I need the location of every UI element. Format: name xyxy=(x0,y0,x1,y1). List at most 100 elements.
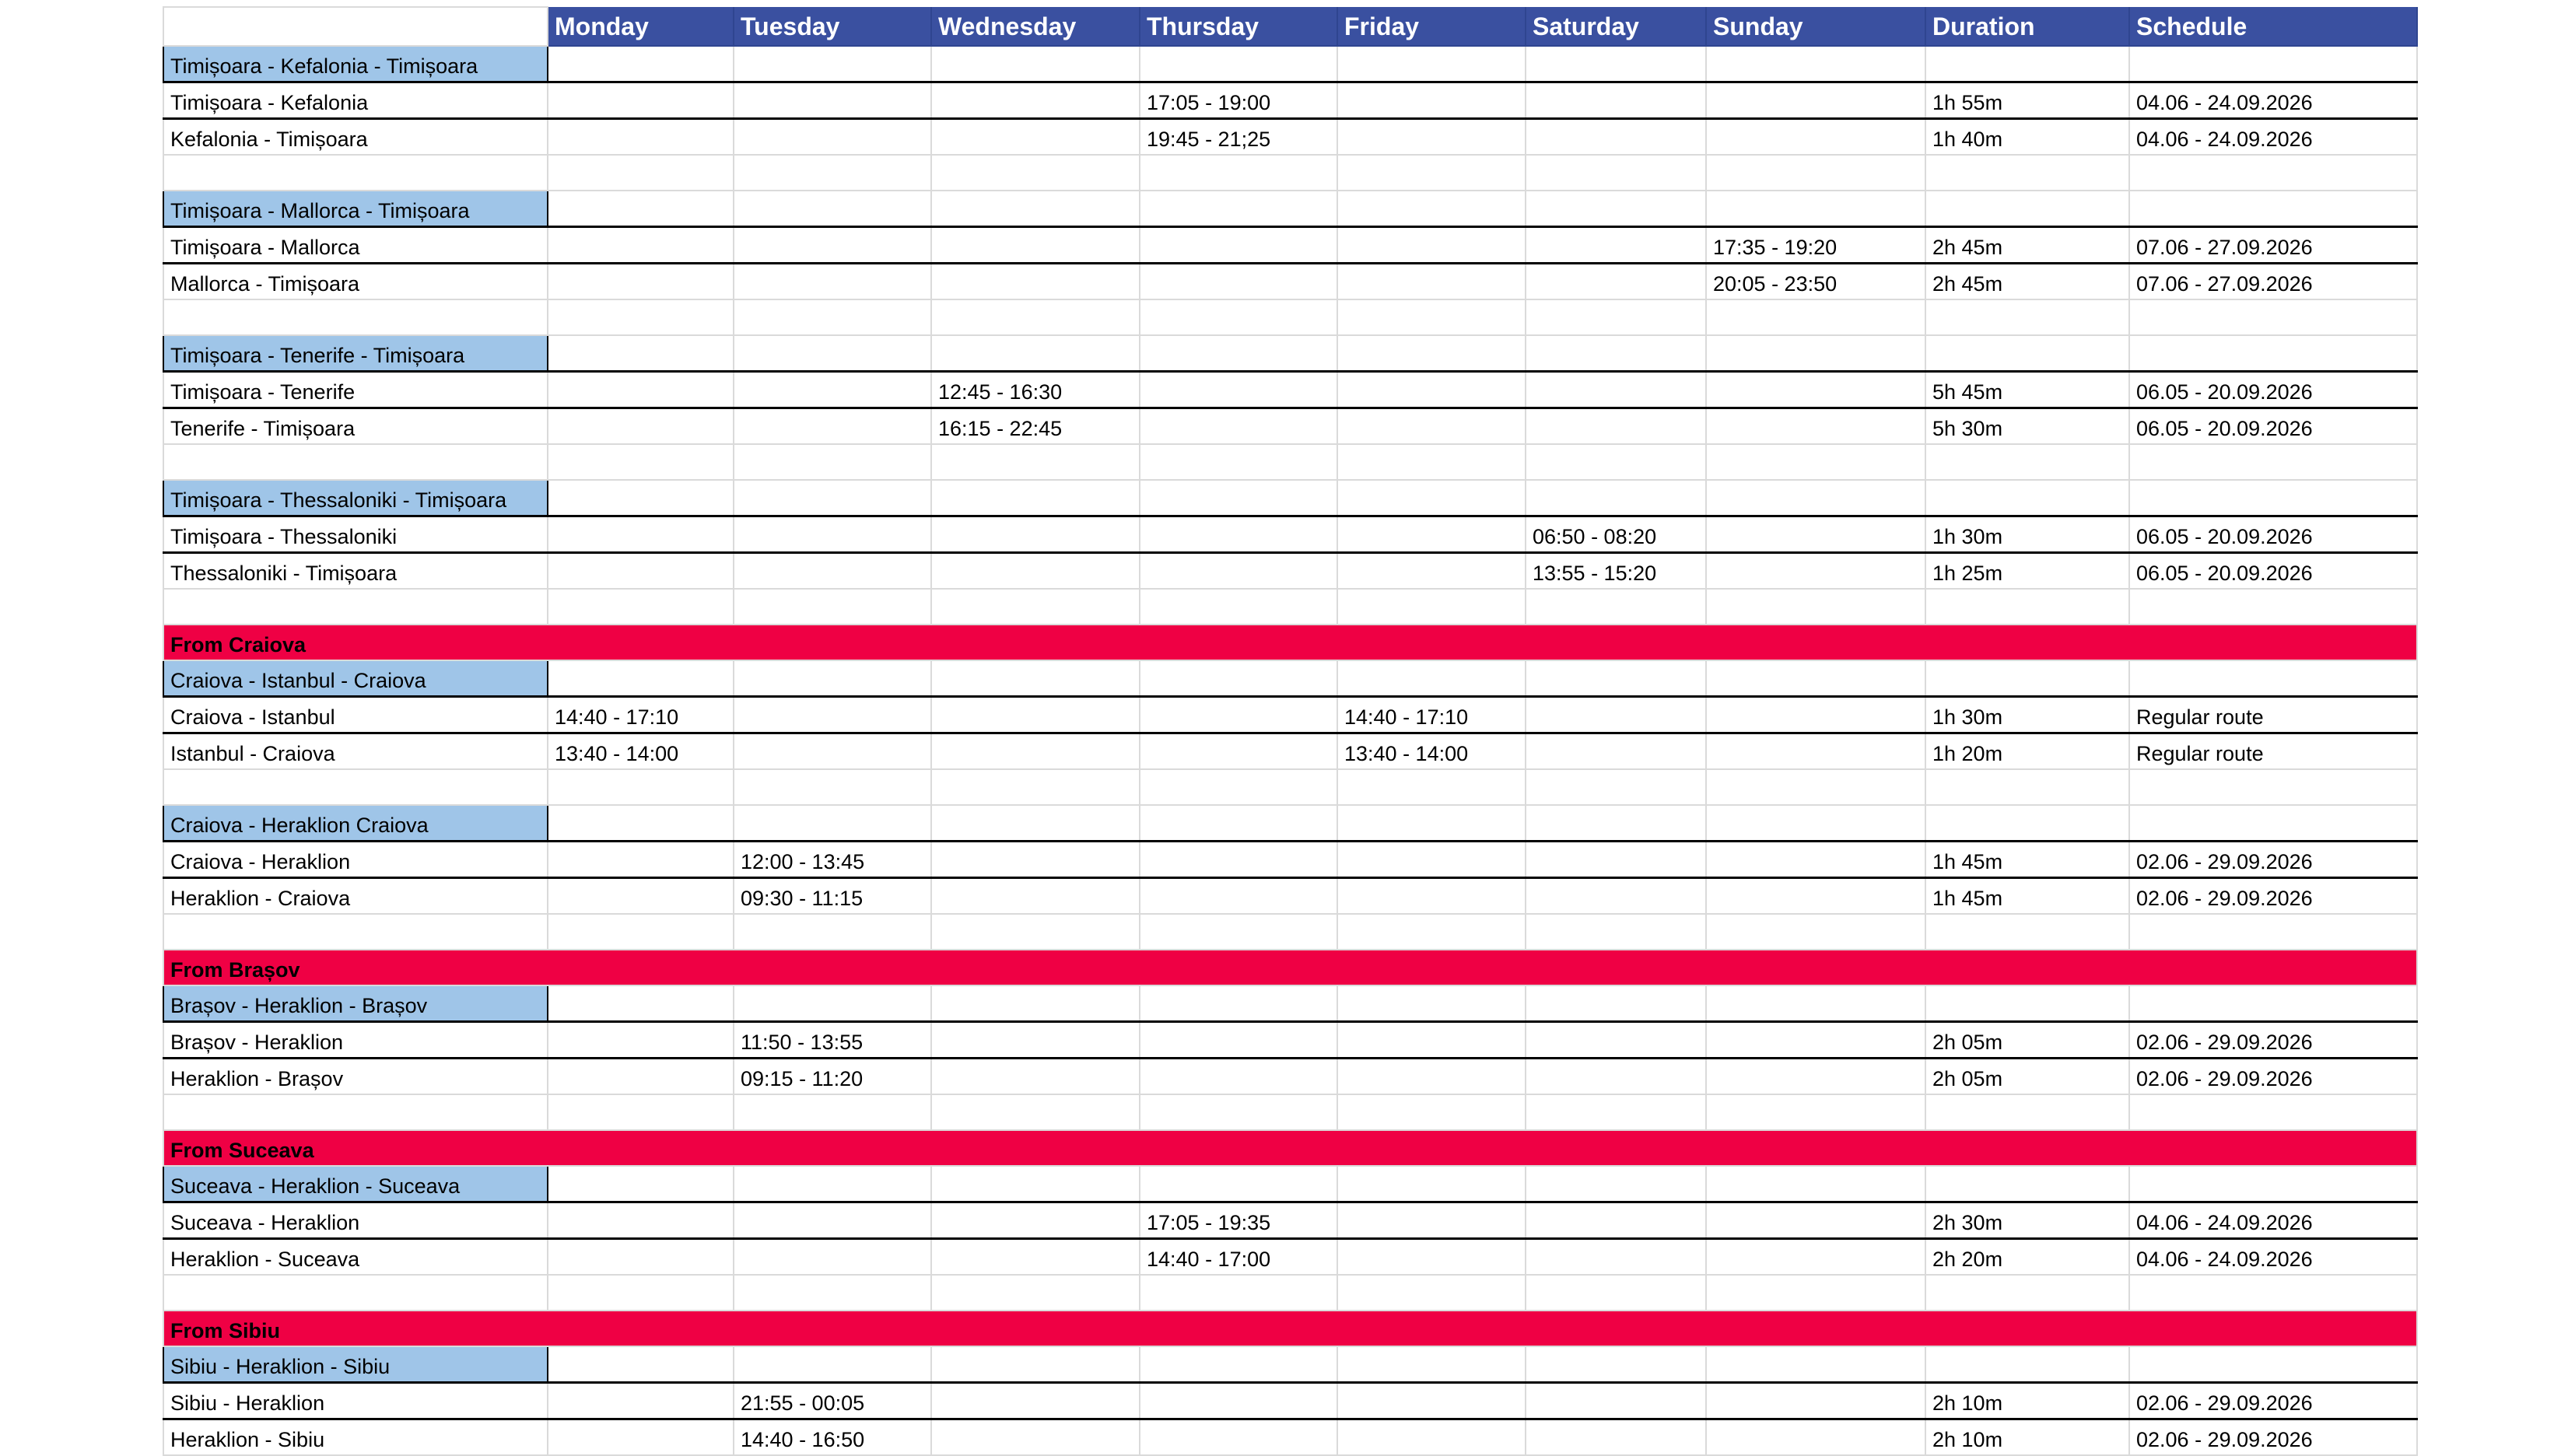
route-name-cell[interactable]: Tenerife - Timișoara xyxy=(163,407,548,445)
empty-cell[interactable] xyxy=(1525,335,1707,373)
cell-monday[interactable] xyxy=(547,1237,734,1276)
cell-sunday[interactable] xyxy=(1705,1381,1926,1420)
column-header-tuesday[interactable]: Tuesday xyxy=(733,7,932,47)
cell-monday[interactable] xyxy=(547,262,734,300)
cell-duration[interactable]: 5h 45m xyxy=(1925,370,2130,409)
cell-sunday[interactable] xyxy=(1705,407,1926,445)
empty-cell[interactable] xyxy=(1337,660,1526,698)
empty-cell[interactable] xyxy=(1705,191,1926,228)
route-name-cell[interactable]: Thessaloniki - Timișoara xyxy=(163,551,548,590)
empty-cell[interactable] xyxy=(1525,985,1707,1023)
cell-tuesday[interactable] xyxy=(733,407,932,445)
empty-cell[interactable] xyxy=(1525,299,1707,336)
cell-sunday[interactable] xyxy=(1705,877,1926,915)
route-name-cell[interactable]: Timișoara - Mallorca xyxy=(163,226,548,264)
empty-cell[interactable] xyxy=(930,155,1140,191)
cell-friday[interactable] xyxy=(1337,877,1526,915)
empty-cell[interactable] xyxy=(2128,191,2418,228)
empty-cell[interactable] xyxy=(1525,805,1707,842)
cell-schedule[interactable]: 06.05 - 20.09.2026 xyxy=(2128,407,2418,445)
cell-tuesday[interactable] xyxy=(733,370,932,409)
cell-friday[interactable] xyxy=(1337,1418,1526,1456)
empty-cell[interactable] xyxy=(1925,985,2130,1023)
empty-cell[interactable] xyxy=(930,335,1140,373)
empty-cell[interactable] xyxy=(1705,660,1926,698)
cell-duration[interactable]: 1h 40m xyxy=(1925,117,2130,156)
cell-wednesday[interactable] xyxy=(930,515,1140,554)
cell-schedule[interactable]: 04.06 - 24.09.2026 xyxy=(2128,117,2418,156)
empty-cell[interactable] xyxy=(930,1346,1140,1384)
empty-cell[interactable] xyxy=(1525,444,1707,481)
cell-sunday[interactable] xyxy=(1705,551,1926,590)
empty-cell[interactable] xyxy=(733,1094,932,1131)
cell-friday[interactable] xyxy=(1337,551,1526,590)
cell-thursday[interactable]: 17:05 - 19:35 xyxy=(1139,1201,1338,1240)
empty-cell[interactable] xyxy=(547,985,734,1023)
cell-thursday[interactable] xyxy=(1139,732,1338,770)
empty-cell[interactable] xyxy=(1525,46,1707,83)
cell-tuesday[interactable]: 09:15 - 11:20 xyxy=(733,1057,932,1095)
cell-friday[interactable] xyxy=(1337,1237,1526,1276)
empty-cell[interactable] xyxy=(733,769,932,806)
empty-cell[interactable] xyxy=(163,589,548,625)
cell-tuesday[interactable]: 14:40 - 16:50 xyxy=(733,1418,932,1456)
route-group-label[interactable]: Timișoara - Mallorca - Timișoara xyxy=(163,190,548,228)
empty-cell[interactable] xyxy=(733,191,932,228)
cell-sunday[interactable]: 17:35 - 19:20 xyxy=(1705,226,1926,264)
cell-sunday[interactable] xyxy=(1705,732,1926,770)
route-group-label[interactable]: Brașov - Heraklion - Brașov xyxy=(163,985,548,1023)
route-group-label[interactable]: Suceava - Heraklion - Suceava xyxy=(163,1165,548,1203)
cell-schedule[interactable]: 07.06 - 27.09.2026 xyxy=(2128,262,2418,300)
cell-friday[interactable] xyxy=(1337,1381,1526,1420)
empty-cell[interactable] xyxy=(930,444,1140,481)
route-name-cell[interactable]: Istanbul - Craiova xyxy=(163,732,548,770)
route-name-cell[interactable]: Heraklion - Sibiu xyxy=(163,1418,548,1456)
empty-cell[interactable] xyxy=(547,1346,734,1384)
cell-tuesday[interactable] xyxy=(733,515,932,554)
empty-cell[interactable] xyxy=(1925,444,2130,481)
cell-sunday[interactable] xyxy=(1705,1057,1926,1095)
cell-wednesday[interactable] xyxy=(930,1020,1140,1059)
cell-sunday[interactable] xyxy=(1705,515,1926,554)
cell-wednesday[interactable] xyxy=(930,1201,1140,1240)
route-group-label[interactable]: Sibiu - Heraklion - Sibiu xyxy=(163,1346,548,1384)
route-name-cell[interactable]: Heraklion - Suceava xyxy=(163,1237,548,1276)
empty-cell[interactable] xyxy=(547,155,734,191)
cell-saturday[interactable] xyxy=(1525,407,1707,445)
cell-duration[interactable]: 1h 30m xyxy=(1925,695,2130,734)
column-header-monday[interactable]: Monday xyxy=(547,7,734,47)
section-title[interactable]: From Brașov xyxy=(163,950,2418,986)
empty-cell[interactable] xyxy=(1139,1275,1338,1311)
empty-cell[interactable] xyxy=(2128,155,2418,191)
column-header-friday[interactable]: Friday xyxy=(1337,7,1526,47)
empty-cell[interactable] xyxy=(1139,660,1338,698)
empty-cell[interactable] xyxy=(1139,805,1338,842)
empty-cell[interactable] xyxy=(1525,589,1707,625)
empty-cell[interactable] xyxy=(733,444,932,481)
cell-thursday[interactable] xyxy=(1139,515,1338,554)
cell-tuesday[interactable]: 09:30 - 11:15 xyxy=(733,877,932,915)
cell-schedule[interactable]: 04.06 - 24.09.2026 xyxy=(2128,1237,2418,1276)
route-name-cell[interactable]: Kefalonia - Timișoara xyxy=(163,117,548,156)
cell-wednesday[interactable] xyxy=(930,551,1140,590)
empty-cell[interactable] xyxy=(1705,1166,1926,1203)
empty-cell[interactable] xyxy=(1925,1166,2130,1203)
empty-cell[interactable] xyxy=(1925,660,2130,698)
empty-cell[interactable] xyxy=(2128,1275,2418,1311)
empty-cell[interactable] xyxy=(1705,769,1926,806)
cell-wednesday[interactable] xyxy=(930,1418,1140,1456)
empty-cell[interactable] xyxy=(930,660,1140,698)
empty-cell[interactable] xyxy=(1139,1166,1338,1203)
cell-schedule[interactable]: 02.06 - 29.09.2026 xyxy=(2128,1381,2418,1420)
empty-cell[interactable] xyxy=(547,191,734,228)
cell-wednesday[interactable]: 16:15 - 22:45 xyxy=(930,407,1140,445)
empty-cell[interactable] xyxy=(1139,1346,1338,1384)
empty-cell[interactable] xyxy=(547,589,734,625)
cell-saturday[interactable] xyxy=(1525,1381,1707,1420)
cell-saturday[interactable] xyxy=(1525,1020,1707,1059)
empty-cell[interactable] xyxy=(1337,985,1526,1023)
empty-cell[interactable] xyxy=(1525,155,1707,191)
empty-cell[interactable] xyxy=(163,1275,548,1311)
empty-cell[interactable] xyxy=(547,805,734,842)
empty-cell[interactable] xyxy=(163,155,548,191)
